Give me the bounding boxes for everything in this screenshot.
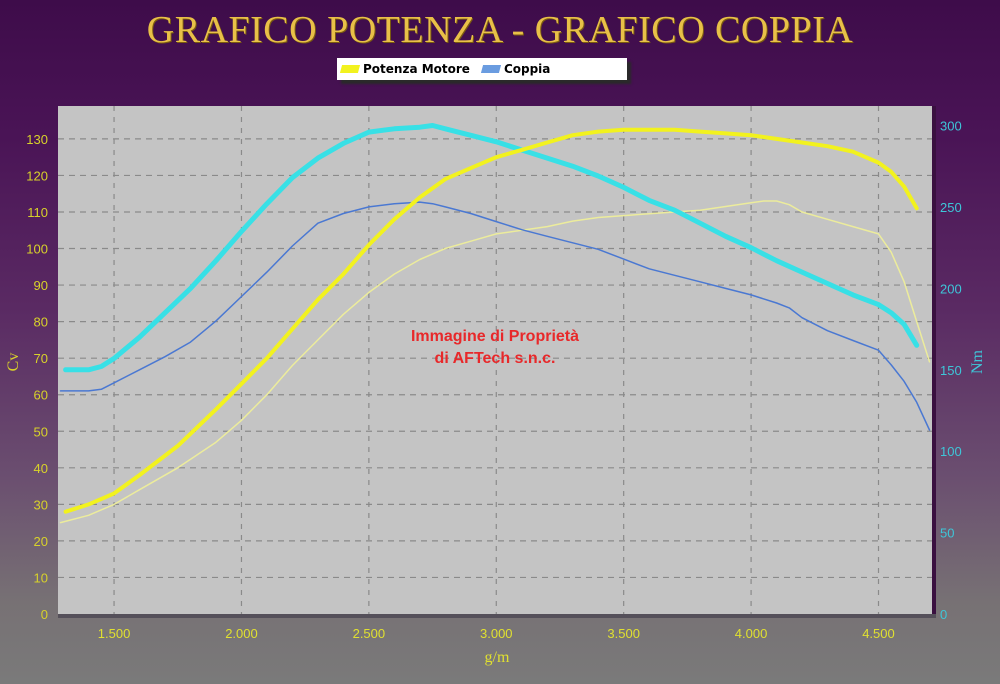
series-line [59,200,931,524]
x-tick-label: 3.000 [480,626,513,641]
left-tick-label: 60 [34,388,48,403]
x-tick-label: 4.500 [862,626,895,641]
x-tick-label: 2.500 [353,626,386,641]
left-tick-label: 30 [34,497,48,512]
left-tick-label: 120 [26,168,48,183]
x-tick-label: 1.500 [98,626,131,641]
series-line [59,201,931,431]
left-tick-label: 0 [41,607,48,622]
plot-shadow-right [932,106,936,618]
left-tick-label: 90 [34,278,48,293]
left-tick-label: 80 [34,315,48,330]
series-line [63,127,919,514]
right-tick-label: 300 [940,119,962,134]
left-tick-label: 130 [26,132,48,147]
right-tick-label: 250 [940,200,962,215]
left-tick-label: 70 [34,351,48,366]
right-tick-label: 100 [940,444,962,459]
x-tick-label: 4.000 [735,626,768,641]
right-axis-label: Nm [969,349,986,374]
chart-title: GRAFICO POTENZA - GRAFICO COPPIA [146,9,854,51]
right-tick-label: 0 [940,607,947,622]
left-tick-label: 50 [34,424,48,439]
plot-shadow-bottom [58,614,936,618]
left-axis-ticks: 0 10 20 30 40 50 60 70 80 90 100 110 120 130 [26,132,48,622]
left-tick-label: 10 [34,570,48,585]
x-axis-ticks: 1.500 2.000 2.500 3.000 3.500 4.000 4.500 [98,626,895,641]
left-tick-label: 110 [27,205,48,220]
left-axis-label: Cv [5,353,22,372]
legend-label-torque: Coppia [503,62,551,76]
series-line [63,123,920,373]
plot-area [58,106,932,614]
chart-legend: Potenza Motore Coppia [337,58,627,80]
right-axis-ticks: 0 50 100 150 200 250 300 [940,119,962,622]
legend-label-power: Potenza Motore [363,62,470,76]
right-tick-label: 50 [940,526,954,541]
x-axis-label: g/m [485,649,510,666]
x-tick-label: 3.500 [607,626,640,641]
left-tick-label: 20 [34,534,48,549]
grid-lines [58,106,932,614]
left-tick-label: 100 [26,242,48,257]
x-tick-label: 2.000 [225,626,258,641]
watermark-line-1: Immagine di Proprietà [411,328,579,345]
data-series [59,123,931,524]
right-tick-label: 200 [940,281,962,296]
left-tick-label: 40 [34,461,48,476]
watermark-line-2: di AFTech s.n.c. [435,350,556,367]
right-tick-label: 150 [940,363,962,378]
